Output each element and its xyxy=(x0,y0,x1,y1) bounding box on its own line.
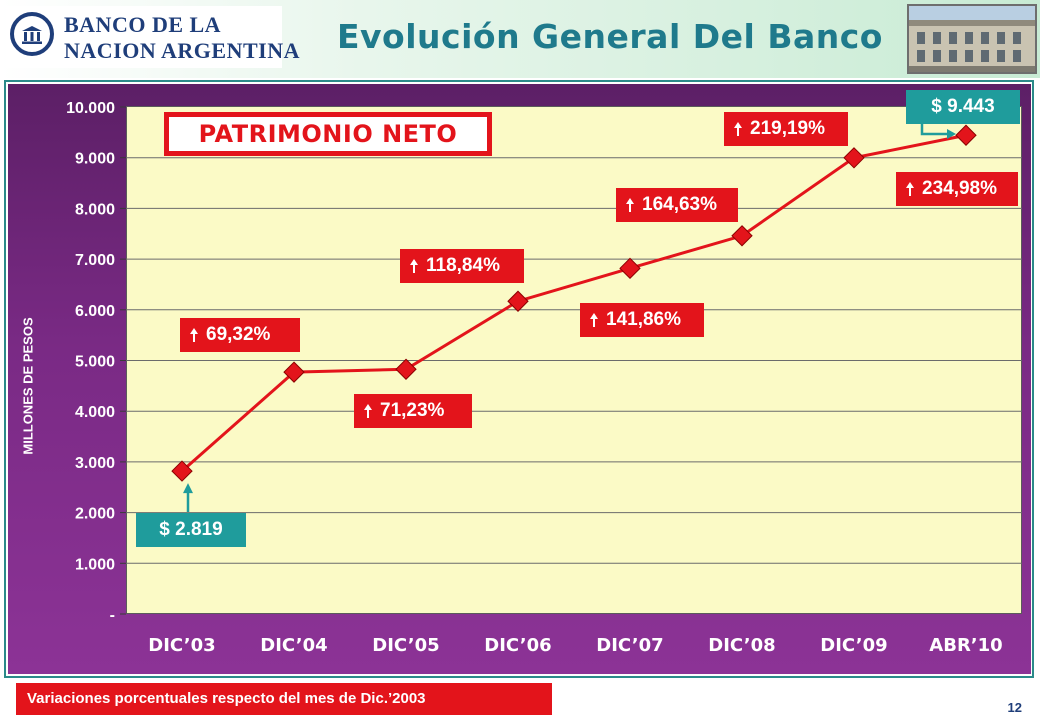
y-tick-label: 7.000 xyxy=(75,252,115,269)
start-pointer-arrowhead xyxy=(183,483,193,494)
start-value-label: $ 2.819 xyxy=(136,513,246,547)
data-point-marker xyxy=(619,257,641,280)
annotation-callout: 118,84% xyxy=(400,249,524,283)
bank-emblem-icon xyxy=(10,12,54,56)
x-tick-label: ABR’10 xyxy=(929,635,1002,656)
data-point-marker xyxy=(283,361,305,383)
end-pointer-arrow xyxy=(920,124,950,136)
x-tick-label: DIC’04 xyxy=(260,635,327,656)
footnote: Variaciones porcentuales respecto del me… xyxy=(16,683,552,715)
annotation-text: 69,32% xyxy=(206,324,271,345)
y-tick-label: 9.000 xyxy=(75,151,115,168)
x-tick-label: DIC’03 xyxy=(148,635,215,656)
end-value-label: $ 9.443 xyxy=(906,90,1020,124)
data-point-marker xyxy=(507,290,529,312)
y-axis-label-text: MILLONES DE PESOS xyxy=(20,317,36,455)
bank-logo: BANCO DE LA NACION ARGENTINA xyxy=(6,6,299,68)
logo-text-line2: NACION ARGENTINA xyxy=(64,38,300,63)
data-point-marker xyxy=(731,225,753,247)
end-pointer-arrowhead xyxy=(947,129,956,139)
x-tick-label: DIC’09 xyxy=(820,635,887,656)
building-photo xyxy=(907,4,1037,74)
annotation-text: 164,63% xyxy=(642,194,718,215)
y-tick-label: 1.000 xyxy=(75,556,115,573)
x-tick-label: DIC’06 xyxy=(484,635,551,656)
header: BANCO DE LA NACION ARGENTINA Evolución G… xyxy=(0,0,1040,78)
y-tick-label: 3.000 xyxy=(75,455,115,472)
y-tick-label: 5.000 xyxy=(75,354,115,371)
page-title: Evolución General Del Banco xyxy=(337,17,883,56)
data-point-marker xyxy=(843,147,865,169)
slide-frame xyxy=(4,80,1034,678)
y-tick-label: 8.000 xyxy=(75,201,115,218)
annotation-text: 141,86% xyxy=(606,309,682,330)
page-number: 12 xyxy=(1007,700,1022,715)
chart-title: PATRIMONIO NETO xyxy=(164,112,492,156)
annotation-callout: 71,23% xyxy=(354,394,472,428)
data-point-marker xyxy=(171,460,193,482)
y-tick-label: 10.000 xyxy=(66,100,115,117)
x-tick-label: DIC’08 xyxy=(708,635,775,656)
data-point-marker xyxy=(395,358,417,380)
y-tick-label: 2.000 xyxy=(75,506,115,523)
annotation-callout: 219,19% xyxy=(724,112,848,146)
y-tick-label: 4.000 xyxy=(75,404,115,421)
x-tick-label: DIC’05 xyxy=(372,635,439,656)
logo-text-line1: BANCO DE LA xyxy=(64,12,222,37)
annotation-text: 234,98% xyxy=(922,178,998,199)
annotation-text: 219,19% xyxy=(750,118,826,139)
y-tick-label: - xyxy=(110,607,115,624)
chart-title-text: PATRIMONIO NETO xyxy=(169,117,487,151)
annotation-text: 118,84% xyxy=(426,255,500,276)
annotation-callout: 69,32% xyxy=(180,318,300,352)
data-point-marker xyxy=(955,124,977,146)
x-tick-label: DIC’07 xyxy=(596,635,663,656)
annotation-text: 71,23% xyxy=(380,400,445,421)
annotation-callout: 234,98% xyxy=(896,172,1018,206)
series-line xyxy=(181,133,967,473)
annotation-callout: 141,86% xyxy=(580,303,704,337)
y-tick-label: 6.000 xyxy=(75,303,115,320)
annotation-callout: 164,63% xyxy=(616,188,738,222)
